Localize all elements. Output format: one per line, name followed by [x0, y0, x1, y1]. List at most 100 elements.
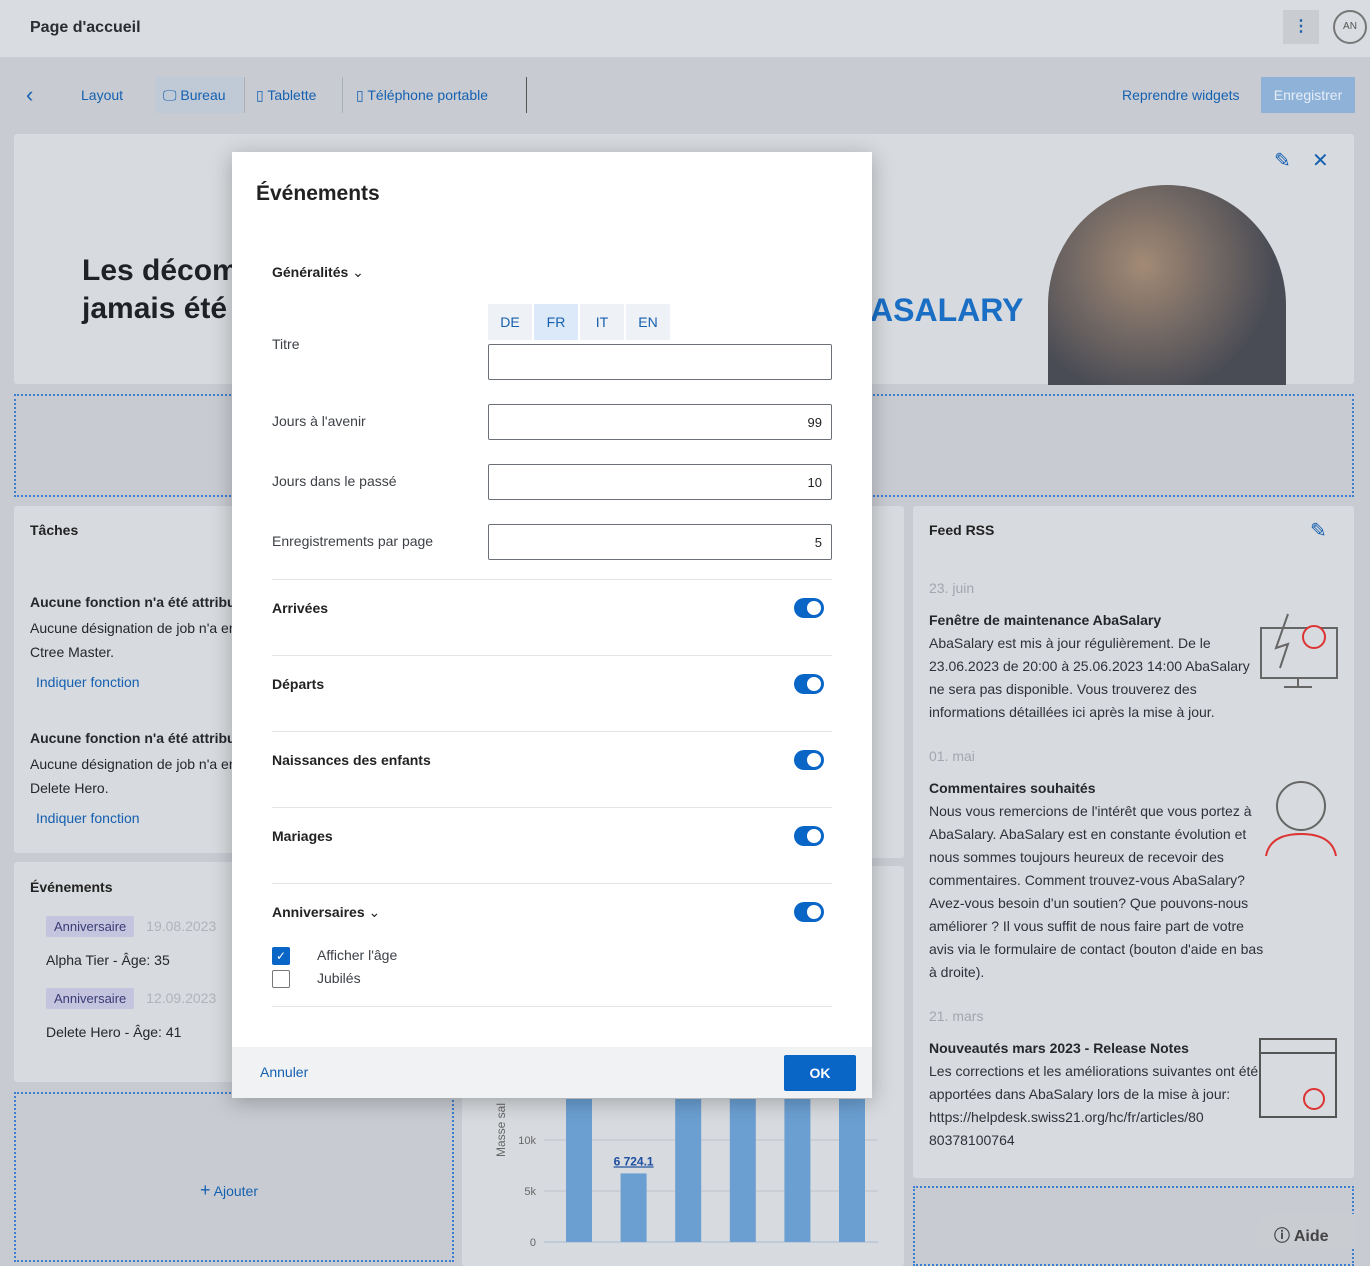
divider [272, 1006, 832, 1007]
titre-input[interactable] [488, 344, 832, 380]
lang-tab-fr[interactable]: FR [534, 304, 578, 340]
tab-tablette[interactable]: ▯ Tablette [256, 77, 316, 113]
back-button[interactable]: ‹ [26, 82, 34, 107]
jours-passe-input[interactable]: 10 [488, 464, 832, 500]
lang-tab-it[interactable]: IT [580, 304, 624, 340]
jubiles-checkbox[interactable] [272, 970, 290, 988]
rss-item: 01. mai Commentaires souhaités Nous vous r… [929, 748, 1264, 980]
toggle-label: Départs [272, 676, 325, 692]
settings-window-icon [1259, 1038, 1337, 1118]
field-label: Jours dans le passé [272, 473, 397, 489]
lang-tab-en[interactable]: EN [626, 304, 670, 340]
tab-telephone[interactable]: ▯ Téléphone portable [356, 77, 488, 113]
help-button[interactable]: ⓘ Aide [1256, 1214, 1356, 1249]
divider [244, 77, 245, 113]
bar [784, 1099, 811, 1242]
edit-icon[interactable]: ✎ [1274, 150, 1291, 172]
data-label: 6 724.1 [614, 1154, 654, 1168]
event-tag: Anniversaire [46, 916, 135, 937]
banner-photo [1048, 185, 1286, 385]
dialog-footer [232, 1047, 872, 1098]
generalites-toggle[interactable]: Généralités ⌄ [272, 264, 364, 280]
rss-link[interactable]: https://helpdesk.swiss21.org/hc/fr/artic… [929, 1109, 1204, 1148]
lang-tab-de[interactable]: DE [488, 304, 532, 340]
chevron-down-icon: ⌄ [352, 264, 364, 280]
arrivees-toggle[interactable] [794, 598, 824, 618]
bar [566, 1099, 592, 1242]
indiquer-fonction-link[interactable]: Indiquer fonction [36, 810, 140, 826]
bar [620, 1173, 647, 1242]
kebab-icon[interactable]: ⋮ [1283, 10, 1319, 44]
ok-button[interactable]: OK [784, 1055, 856, 1091]
field-label: Enregistrements par page [272, 533, 434, 549]
reprendre-widgets-link[interactable]: Reprendre widgets [1122, 87, 1240, 103]
y-tick-label: 0 [530, 1237, 536, 1249]
empty-drop-zone [14, 1092, 454, 1262]
y-tick-label: 10k [518, 1135, 536, 1147]
anniversaires-toggle-section[interactable]: Anniversaires ⌄ [272, 904, 381, 920]
layout-label: Layout [81, 87, 124, 103]
tab-bureau[interactable]: 🖵 Bureau [155, 77, 243, 113]
maintenance-icon [1260, 613, 1338, 688]
dialog-title: Événements [256, 182, 380, 205]
avatar[interactable]: AN [1333, 10, 1367, 44]
checkbox-label: Afficher l'âge [317, 947, 398, 963]
tab-label: Tablette [267, 87, 317, 103]
monitor-icon: 🖵 [163, 87, 177, 103]
app-header [0, 0, 1370, 57]
plus-icon: + [200, 1180, 211, 1200]
event-item: Anniversaire 19.08.2023 Alpha Tier - Âge… [46, 916, 217, 968]
tab-label: Bureau [180, 87, 226, 103]
payroll-chart: 0 5k 10k Masse sal 6 724.1 [494, 1099, 878, 1249]
divider [342, 77, 343, 113]
edit-icon[interactable]: ✎ [1310, 520, 1327, 542]
y-tick-label: 5k [524, 1186, 536, 1198]
naissances-toggle[interactable] [794, 750, 824, 770]
task-item: Aucune fonction n'a été attribuée Aucune… [30, 726, 251, 830]
banner-headline: Les décom jamais été [82, 254, 239, 325]
bar [729, 1099, 756, 1242]
divider [526, 77, 527, 113]
save-button[interactable]: Enregistrer [1261, 77, 1355, 113]
rss-item: 21. mars Nouveautés mars 2023 - Release N… [929, 1008, 1259, 1152]
help-icon: ⓘ [1274, 1228, 1291, 1245]
afficher-age-checkbox[interactable]: ✓ [272, 947, 290, 965]
add-widget-button[interactable]: + Ajouter [200, 1180, 258, 1200]
tab-label: Téléphone portable [367, 87, 489, 103]
departs-toggle[interactable] [794, 674, 824, 694]
y-axis-label: Masse sal [494, 1103, 508, 1157]
rss-item: 23. juin Fenêtre de maintenance AbaSalary… [929, 580, 1250, 720]
widget-title: Événements [30, 879, 113, 895]
jours-avenir-input[interactable]: 99 [488, 404, 832, 440]
toggle-label: Arrivées [272, 600, 329, 616]
rss-widget [913, 506, 1354, 1178]
records-per-page-input[interactable]: 5 [488, 524, 832, 560]
divider [272, 883, 832, 884]
toggle-label: Mariages [272, 828, 333, 844]
divider [272, 655, 832, 656]
event-tag: Anniversaire [46, 988, 135, 1009]
field-label: Jours à l'avenir [272, 413, 366, 429]
widget-title: Feed RSS [929, 522, 995, 538]
task-item: Aucune fonction n'a été attribuée Aucune… [30, 590, 251, 694]
anniversaires-toggle[interactable] [794, 902, 824, 922]
chevron-down-icon: ⌄ [368, 904, 381, 920]
events-settings-dialog: Événements Généralités ⌄ DE FR IT EN Tit… [232, 152, 872, 1098]
widget-title: Tâches [30, 522, 79, 538]
divider [272, 579, 832, 580]
phone-icon: ▯ [356, 87, 364, 103]
checkbox-label: Jubilés [317, 970, 361, 986]
page-title: Page d'accueil [30, 19, 141, 36]
cancel-button[interactable]: Annuler [260, 1064, 309, 1080]
toggle-label: Naissances des enfants [272, 752, 431, 768]
mariages-toggle[interactable] [794, 826, 824, 846]
divider [272, 731, 832, 732]
close-icon[interactable]: ✕ [1312, 150, 1329, 172]
field-label: Titre [272, 336, 300, 352]
indiquer-fonction-link[interactable]: Indiquer fonction [36, 674, 140, 690]
brand-logo: ASALARY [870, 292, 1024, 328]
divider [272, 807, 832, 808]
support-icon [1265, 781, 1337, 857]
tablet-icon: ▯ [256, 87, 264, 103]
event-item: Anniversaire 12.09.2023 Delete Hero - Âg… [46, 988, 217, 1040]
